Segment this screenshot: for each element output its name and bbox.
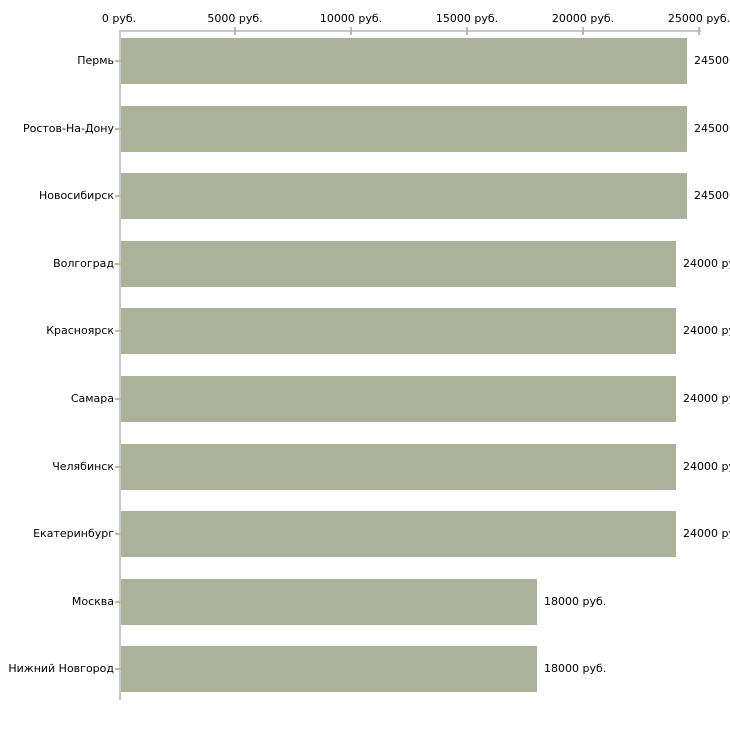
bar: [121, 511, 676, 557]
bar-value-label: 24500 руб.: [694, 189, 730, 202]
y-axis-tick-mark: [115, 195, 121, 197]
bar-value-label: 24000 руб.: [683, 392, 730, 405]
bar: [121, 38, 687, 84]
x-axis-line: [119, 30, 701, 32]
y-axis-tick-mark: [115, 128, 121, 130]
x-axis-tick-mark: [234, 27, 236, 35]
y-axis-tick-mark: [115, 466, 121, 468]
y-axis-category-label: Пермь: [77, 54, 114, 67]
y-axis-tick-mark: [115, 398, 121, 400]
bar-value-label: 24000 руб.: [683, 460, 730, 473]
x-axis-tick-mark: [582, 27, 584, 35]
y-axis-line: [119, 30, 121, 700]
bar-value-label: 24500 руб.: [694, 54, 730, 67]
x-axis-tick-mark: [350, 27, 352, 35]
y-axis-tick-mark: [115, 601, 121, 603]
y-axis-category-label: Самара: [70, 392, 114, 405]
bar-value-label: 24000 руб.: [683, 527, 730, 540]
bar: [121, 579, 537, 625]
y-axis-category-label: Новосибирск: [38, 189, 114, 202]
y-axis-tick-mark: [115, 263, 121, 265]
y-axis-tick-mark: [115, 533, 121, 535]
y-axis-category-label: Ростов-На-Дону: [22, 122, 114, 135]
bar-value-label: 24500 руб.: [694, 122, 730, 135]
y-axis-category-label: Екатеринбург: [33, 527, 114, 540]
x-axis-tick-mark: [466, 27, 468, 35]
y-axis-category-label: Красноярск: [46, 324, 114, 337]
bar: [121, 646, 537, 692]
x-axis-tick-label: 0 руб.: [101, 12, 137, 25]
bar: [121, 241, 676, 287]
bar-value-label: 18000 руб.: [544, 595, 607, 608]
bar: [121, 308, 676, 354]
x-axis-tick-mark: [698, 27, 700, 35]
bar-value-label: 24000 руб.: [683, 257, 730, 270]
x-axis-tick-label: 10000 руб.: [319, 12, 383, 25]
y-axis-category-label: Нижний Новгород: [8, 662, 114, 675]
bar: [121, 444, 676, 490]
x-axis-tick-label: 20000 руб.: [551, 12, 615, 25]
bar: [121, 173, 687, 219]
bar: [121, 376, 676, 422]
bar-value-label: 24000 руб.: [683, 324, 730, 337]
bar-value-label: 18000 руб.: [544, 662, 607, 675]
y-axis-category-label: Москва: [71, 595, 114, 608]
x-axis-tick-label: 5000 руб.: [207, 12, 263, 25]
x-axis-tick-label: 25000 руб.: [667, 12, 730, 25]
x-axis-tick-label: 15000 руб.: [435, 12, 499, 25]
y-axis-tick-mark: [115, 330, 121, 332]
y-axis-category-label: Волгоград: [53, 257, 114, 270]
y-axis-tick-mark: [115, 668, 121, 670]
bar: [121, 106, 687, 152]
y-axis-category-label: Челябинск: [52, 460, 114, 473]
y-axis-tick-mark: [115, 60, 121, 62]
